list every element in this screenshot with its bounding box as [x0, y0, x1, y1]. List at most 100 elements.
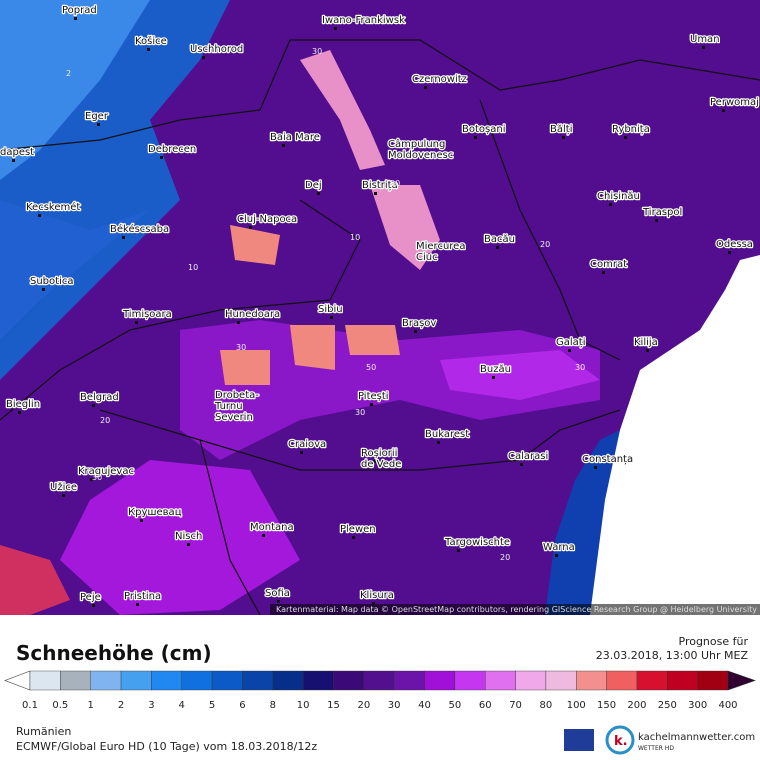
city-dot — [42, 288, 45, 291]
contour-label: 30 — [355, 408, 365, 417]
city-label: Kilija — [634, 337, 658, 348]
city-dot — [568, 349, 571, 352]
city-label: Debrecen — [148, 144, 196, 155]
snow-violet — [60, 460, 300, 615]
city-dot — [262, 534, 265, 537]
city-dot — [352, 536, 355, 539]
snow-coast — [545, 430, 620, 615]
scale-label: 60 — [479, 700, 492, 711]
scale-cell — [60, 670, 91, 691]
scale-high — [727, 670, 756, 691]
city-dot — [18, 411, 21, 414]
city-label: Moldovenesc — [388, 150, 453, 161]
scale-label: 0.5 — [52, 700, 68, 711]
scale-cell — [120, 670, 152, 691]
contour-label: 50 — [390, 179, 400, 188]
city-dot — [74, 17, 77, 20]
contour-label: 20 — [540, 240, 550, 249]
city-dot — [38, 214, 41, 217]
scale-label: 100 — [567, 700, 586, 711]
borders — [0, 39, 760, 616]
scale-cell — [272, 670, 304, 691]
city-label: Brașov — [402, 318, 436, 329]
scale-label: 80 — [540, 700, 553, 711]
scale-cell — [302, 670, 334, 691]
city-label: Kecskemét — [26, 201, 80, 213]
city-label: Comrat — [590, 259, 627, 270]
city-dot — [728, 251, 731, 254]
city-dot — [237, 321, 240, 324]
scale-label: 20 — [357, 700, 370, 711]
city-dot — [187, 543, 190, 546]
city-label: Belgrad — [80, 392, 119, 403]
city-label: Peje — [80, 592, 101, 603]
city-label: Bieglin — [6, 399, 40, 410]
scale-cell — [636, 670, 668, 691]
snow-peak — [300, 50, 385, 170]
city-dot — [492, 376, 495, 379]
scale-cell — [454, 670, 486, 691]
contour-label: 50 — [366, 363, 376, 372]
city-label: Chișinău — [597, 191, 640, 202]
city-dot — [414, 330, 417, 333]
snow-peak — [290, 325, 335, 370]
city-dot — [92, 604, 95, 607]
city-label: Drobeta- — [215, 390, 259, 401]
city-dot — [646, 349, 649, 352]
sea — [585, 255, 760, 615]
scale-cell — [697, 670, 729, 691]
attribution-bar — [270, 604, 760, 615]
city-dot — [457, 549, 460, 552]
city-dot — [594, 466, 597, 469]
city-label: Sibiu — [318, 304, 343, 315]
city-label: Targowischte — [444, 537, 510, 548]
city-dot — [135, 321, 138, 324]
city-label: Poprad — [62, 5, 97, 16]
scale-cell — [545, 670, 577, 691]
city-dot — [520, 463, 523, 466]
city-dot — [702, 46, 705, 49]
city-label: Câmpulung — [388, 138, 445, 150]
snow-peak — [230, 225, 280, 265]
city-label: Ciuc — [416, 252, 438, 263]
city-label: Крушевац — [128, 507, 182, 518]
city-dot — [609, 203, 612, 206]
city-label: Uschhorod — [190, 44, 243, 55]
contour-label: 30 — [92, 473, 102, 482]
city-label: Galați — [556, 337, 585, 348]
city-label: Odessa — [716, 239, 753, 250]
city-label: Plewen — [340, 524, 376, 535]
city-dot — [722, 109, 725, 112]
map: Kartenmaterial: Map data © OpenStreetMap… — [0, 0, 760, 616]
contour-label: 2 — [66, 69, 71, 78]
snow-violet — [180, 320, 600, 460]
city-label: Cluj-Napoca — [237, 214, 297, 225]
scale-cell — [576, 670, 607, 691]
city-dot — [140, 519, 143, 522]
city-dot — [92, 404, 95, 407]
city-dot — [373, 460, 376, 463]
city-label: Klisura — [360, 590, 394, 601]
scale-cell — [90, 670, 122, 691]
logo — [605, 725, 635, 755]
city-dot — [474, 136, 477, 139]
brand-sub: WETTER HD — [638, 745, 674, 752]
city-label: Tiraspol — [642, 207, 682, 218]
scale-label: 8 — [270, 700, 276, 711]
city-label: Buzău — [480, 364, 511, 375]
city-labels: Poprad Košice Uschhorod Iwano-Frankiwsk Uman… — [0, 4, 760, 607]
city-label: Botoșani — [462, 124, 505, 135]
contour-label: 30 — [575, 363, 585, 372]
city-label: Eger — [85, 111, 109, 122]
city-label: Pristina — [124, 591, 161, 602]
city-dot — [330, 316, 333, 319]
color-scale: 0.1 0.5 1 2 3 4 5 6 8 10 15 20 30 40 50 60 70 80 100 150 200… — [4, 670, 756, 711]
city-dot — [317, 192, 320, 195]
city-dot — [202, 56, 205, 59]
city-label: Iwano-Frankiwsk — [322, 15, 405, 26]
city-dot — [97, 123, 100, 126]
contour-label: 20 — [500, 553, 510, 562]
city-label: Dej — [305, 180, 322, 191]
city-dot — [12, 159, 15, 162]
contour-labels: 2 30 50 10 20 50 30 30 20 10 30 20 30 — [66, 47, 585, 562]
